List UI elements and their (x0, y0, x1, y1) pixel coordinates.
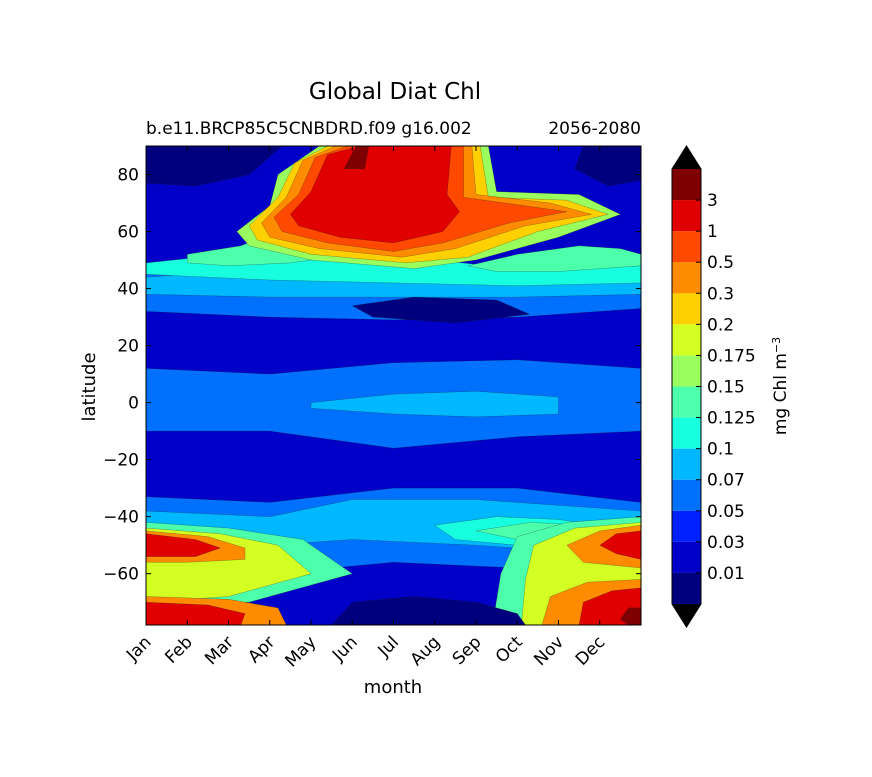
x-tick-label: Nov (530, 632, 568, 670)
colorbar-segment (672, 417, 701, 449)
y-tick-label: 0 (128, 394, 139, 414)
colorbar-tick-label: 3 (707, 191, 718, 211)
contour-region (290, 146, 460, 244)
contour-region (343, 146, 370, 170)
y-tick-label: −60 (103, 565, 139, 585)
contour-region (146, 146, 283, 187)
colorbar-segment (672, 479, 701, 511)
x-tick-label: Aug (407, 632, 445, 670)
colorbar-tick-label: 0.3 (707, 284, 734, 304)
colorbar-segment (672, 169, 701, 201)
x-tick-label: Feb (161, 632, 196, 667)
colorbar-segment (672, 510, 701, 542)
x-tick-label: Dec (572, 632, 609, 669)
colorbar-segment (672, 386, 701, 418)
x-axis-label: month (364, 677, 422, 698)
colorbar-segment (672, 355, 701, 387)
colorbar-tick-label: 0.15 (707, 378, 745, 398)
contour-region (310, 390, 559, 418)
colorbar-over-arrow (672, 146, 701, 169)
y-tick-label: −20 (103, 451, 139, 471)
contour-region (574, 146, 641, 187)
y-axis-ticks: 80 60 40 20 0 −20 −40 −60 (103, 166, 641, 585)
contour-region (146, 601, 246, 625)
x-tick-label: Jul (374, 632, 403, 661)
contour-region (331, 596, 526, 625)
x-tick-label: Oct (492, 632, 527, 667)
colorbar-segment (672, 448, 701, 480)
x-tick-label: May (282, 632, 321, 671)
y-tick-label: 40 (117, 280, 139, 300)
colorbar-under-arrow (672, 604, 701, 627)
y-tick-label: 20 (117, 337, 139, 357)
colorbar-segment (672, 200, 701, 232)
contour-region (146, 533, 221, 557)
y-tick-label: 80 (117, 166, 139, 186)
y-axis-label: latitude (79, 352, 100, 421)
colorbar-tick-label: 0.03 (707, 533, 745, 553)
chart-title: Global Diat Chl (309, 79, 481, 105)
y-tick-label: −40 (103, 508, 139, 528)
x-tick-label: Jan (122, 632, 155, 665)
colorbar-segment (672, 572, 701, 604)
x-tick-label: Jun (328, 632, 362, 666)
colorbar-tick-label: 0.07 (707, 471, 745, 491)
y-tick-label: 60 (117, 223, 139, 243)
contour-region (351, 296, 531, 324)
plot-area (146, 146, 641, 625)
colorbar-segment (672, 231, 701, 263)
colorbar-segment (672, 293, 701, 325)
colorbar-tick-label: 0.2 (707, 315, 734, 335)
colorbar-tick-label: 0.5 (707, 253, 734, 273)
x-tick-label: Apr (244, 632, 279, 667)
chart-subtitle-left: b.e11.BRCP85C5CNBDRD.f09 g16.002 (146, 119, 472, 139)
colorbar-segment (672, 262, 701, 294)
colorbar-segment (672, 541, 701, 573)
colorbar-tick-label: 0.175 (707, 346, 756, 366)
contour-region (620, 607, 641, 625)
colorbar-label-exponent: −3 (770, 337, 783, 353)
colorbar-outline (671, 145, 702, 628)
colorbar-label: mg Chl m−3 (770, 337, 791, 435)
colorbar-tick-label: 1 (707, 222, 718, 242)
x-tick-label: Sep (449, 632, 486, 669)
colorbar: 0.01 0.03 0.05 0.07 0.1 0.125 0.15 0.175 0.2 0.3 0… (671, 145, 756, 628)
colorbar-segment (672, 324, 701, 356)
contour-region (599, 530, 641, 560)
contour-region (467, 245, 641, 272)
colorbar-tick-label: 0.05 (707, 502, 745, 522)
colorbar-tick-label: 0.01 (707, 564, 745, 584)
colorbar-tick-label: 0.1 (707, 440, 734, 460)
x-tick-label: Mar (201, 632, 238, 669)
colorbar-tick-label: 0.125 (707, 409, 756, 429)
chart-subtitle-right: 2056-2080 (548, 119, 641, 139)
colorbar-label-text: mg Chl m (771, 353, 791, 435)
